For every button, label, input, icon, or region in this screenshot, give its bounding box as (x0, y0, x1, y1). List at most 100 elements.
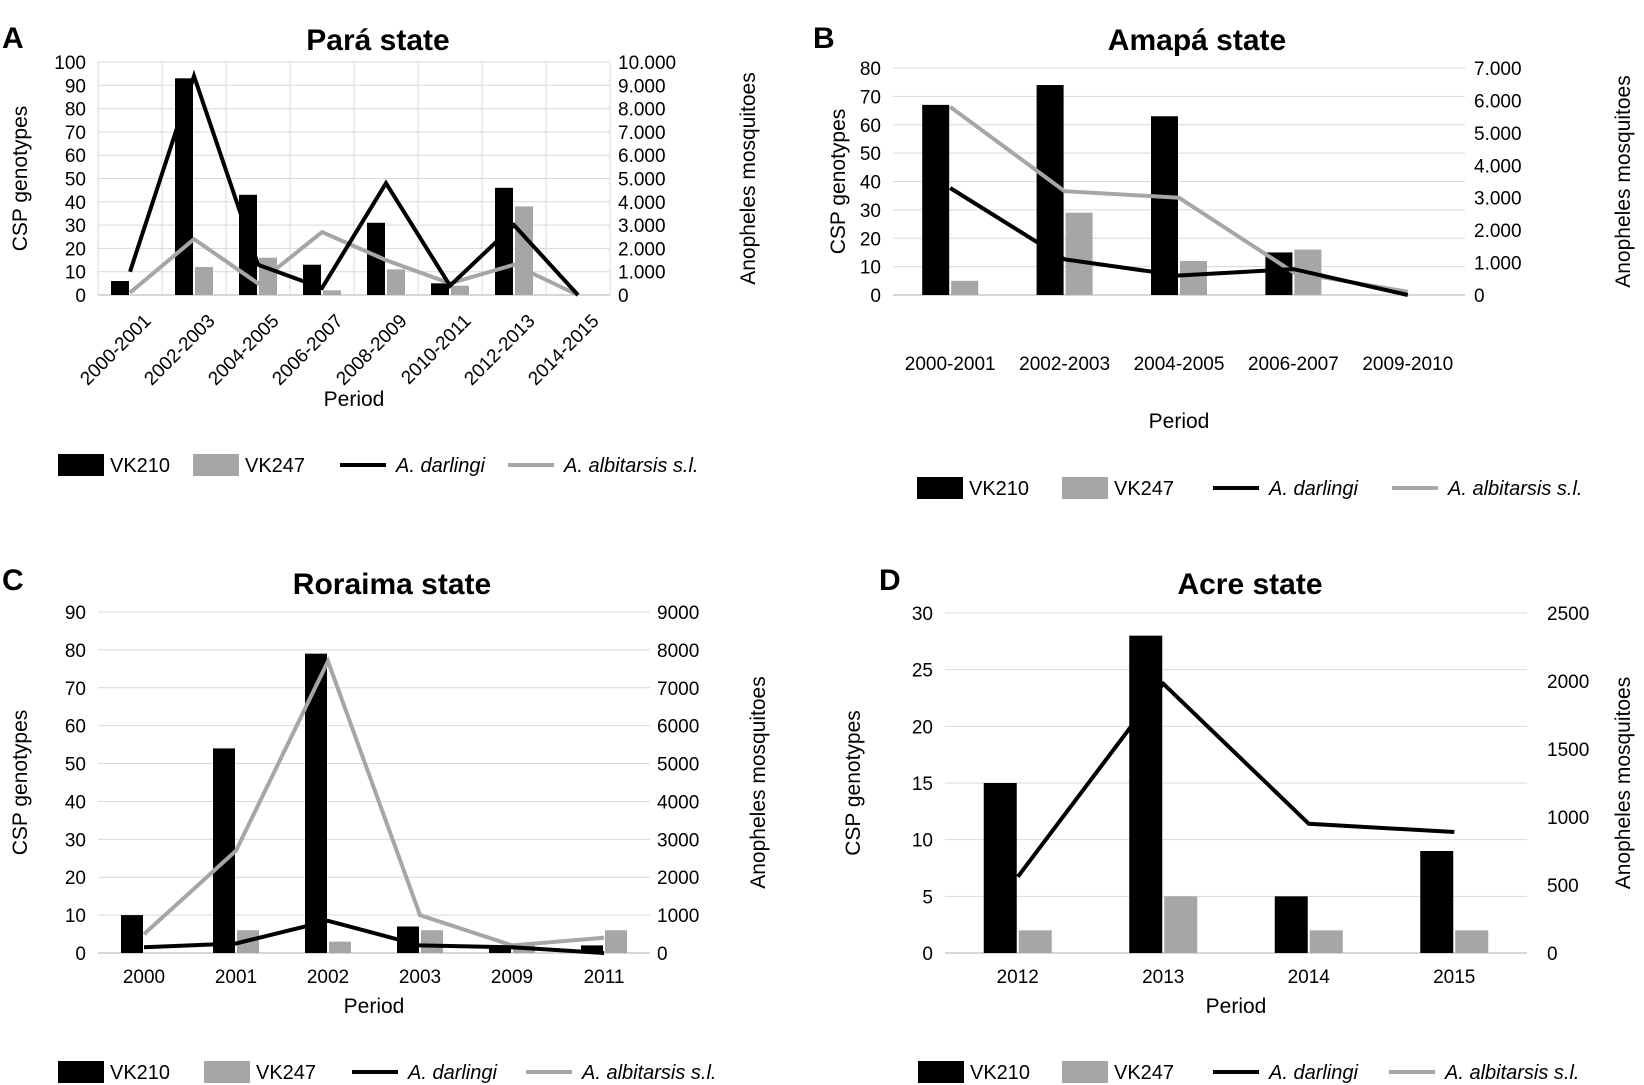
bar-vk210 (397, 926, 419, 953)
bar-vk247 (1180, 260, 1207, 295)
legend-swatch-vk247 (204, 1061, 250, 1083)
y-tick-label: 10 (65, 906, 86, 927)
x-tick-label: 2001 (215, 967, 257, 988)
y2-tick-label: 3000 (657, 830, 699, 851)
bar-vk247 (387, 269, 405, 295)
y2-tick-label: 1.000 (618, 263, 666, 284)
y-axis-label: CSP genotypes (9, 710, 32, 856)
x-tick-label: 2014 (1288, 967, 1331, 988)
line-albitarsis (128, 229, 579, 297)
y-tick-label: 50 (65, 170, 86, 191)
y-tick-label: 30 (860, 201, 881, 222)
y2-tick-label: 3.000 (618, 216, 666, 237)
y2-tick-label: 7000 (657, 679, 699, 700)
y2-tick-label: 9.000 (618, 76, 666, 97)
bar-vk210 (1420, 851, 1454, 953)
bar-vk210 (367, 222, 385, 295)
y2-tick-label: 8000 (657, 641, 699, 662)
bar-vk247 (421, 930, 443, 953)
bar-vk210 (1274, 896, 1308, 953)
y2-tick-label: 5.000 (618, 170, 666, 191)
bar-vk210 (1265, 252, 1293, 295)
y2-tick-label: 4.000 (1474, 156, 1522, 177)
y-tick-label: 100 (54, 53, 86, 74)
bar-vk210 (431, 283, 449, 295)
chart-title: Acre state (1177, 568, 1322, 601)
y-tick-label: 70 (65, 123, 86, 144)
y-tick-label: 10 (912, 831, 933, 852)
line-darlingi (949, 186, 1409, 297)
y2-tick-label: 6000 (657, 717, 699, 738)
y2-tick-label: 1500 (1547, 740, 1589, 761)
legend-swatch-vk210 (918, 1061, 964, 1083)
bar-vk247 (195, 267, 213, 295)
x-tick-label: 2015 (1433, 967, 1475, 988)
y2-tick-label: 1.000 (1474, 254, 1522, 275)
line-darlingi (143, 918, 605, 955)
y2-tick-label: 1000 (657, 906, 699, 927)
y-tick-label: 70 (860, 87, 881, 108)
x-tick-label: 2012 (997, 967, 1039, 988)
y-tick-label: 0 (922, 944, 933, 965)
y2-tick-label: 9000 (657, 603, 699, 624)
x-axis-label: Period (1206, 995, 1267, 1018)
x-tick-label: 2000 (123, 967, 165, 988)
legend-label-vk247: VK247 (256, 1062, 316, 1084)
legend-label-darlingi: A. darlingi (1268, 1062, 1358, 1084)
y-tick-label: 70 (65, 679, 86, 700)
x-tick-label: 2011 (584, 967, 625, 988)
legend-swatch-vk247 (1062, 1061, 1108, 1083)
y2-tick-label: 2000 (1547, 672, 1589, 693)
legend-label-vk247: VK247 (1114, 1062, 1174, 1084)
legend-label-darlingi: A. darlingi (407, 1062, 497, 1084)
x-axis-label: Period (324, 388, 385, 411)
y-tick-label: 20 (65, 239, 86, 260)
y2-axis-label: Anopheles mosquitoes (1612, 75, 1635, 287)
bar-vk247 (605, 930, 627, 953)
bar-vk210 (121, 915, 143, 953)
legend-label-albitarsis: A. albitarsis s.l. (563, 455, 698, 477)
y2-tick-label: 5.000 (1474, 124, 1522, 145)
bar-vk247 (1455, 930, 1489, 953)
y-tick-label: 50 (65, 755, 86, 776)
y2-tick-label: 500 (1547, 876, 1579, 897)
y2-axis-label: Anopheles mosquitoes (1612, 677, 1635, 889)
y2-tick-label: 0 (1547, 944, 1558, 965)
x-tick-label: 2004-2005 (1134, 354, 1225, 375)
legend-swatch-vk210 (58, 1061, 104, 1083)
chart-title: Pará state (306, 24, 449, 57)
y2-tick-label: 7.000 (1474, 59, 1522, 80)
y-tick-label: 0 (75, 286, 86, 307)
x-tick-label: 2009 (491, 967, 533, 988)
bar-vk210 (922, 104, 950, 295)
y2-tick-label: 0 (1474, 286, 1485, 307)
line-albitarsis (142, 656, 605, 948)
bar-vk210 (1151, 116, 1178, 295)
y2-tick-label: 4000 (657, 792, 699, 813)
chart-title: Roraima state (293, 568, 491, 601)
y-tick-label: 10 (65, 263, 86, 284)
y-tick-label: 60 (65, 146, 86, 167)
y2-tick-label: 6.000 (1474, 91, 1522, 112)
y-tick-label: 40 (65, 193, 86, 214)
legend-label-vk210: VK210 (969, 478, 1029, 500)
panel-letter: C (2, 564, 24, 597)
legend-swatch-vk247 (193, 454, 239, 476)
bar-vk247 (451, 285, 469, 295)
x-axis-label: Period (344, 995, 405, 1018)
bar-vk247 (515, 206, 533, 295)
line-albitarsis (949, 105, 1409, 294)
chart-title: Amapá state (1108, 24, 1286, 57)
legend-label-darlingi: A. darlingi (1268, 478, 1358, 500)
y2-tick-label: 6.000 (618, 146, 666, 167)
y-tick-label: 10 (860, 258, 881, 279)
bar-vk210 (305, 653, 327, 953)
x-axis-label: Period (1149, 410, 1210, 433)
legend-swatch-vk210 (917, 477, 963, 499)
y2-tick-label: 2.000 (1474, 221, 1522, 242)
x-tick-label: 2002-2003 (1019, 354, 1110, 375)
y-tick-label: 30 (912, 604, 933, 625)
y-tick-label: 40 (65, 792, 86, 813)
y-tick-label: 0 (870, 286, 881, 307)
